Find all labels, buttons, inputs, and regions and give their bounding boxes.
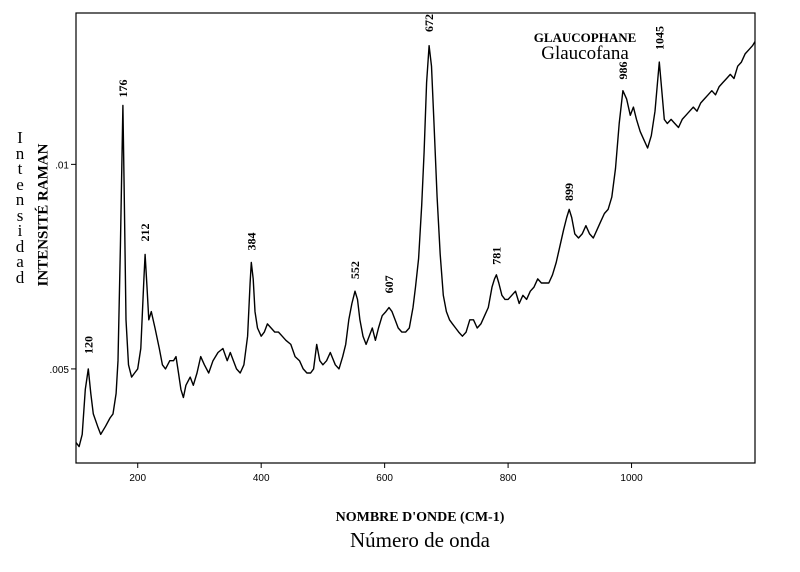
- spectrum-series: [75, 41, 756, 448]
- peak-label: 120: [81, 336, 95, 354]
- peak-labels: 120 176 212 384 552 607 672 781 899 986 1045: [81, 14, 666, 354]
- axis-ticks: 200 400 600 800 1000 .005 .01: [50, 160, 644, 484]
- plot-frame: [75, 12, 756, 464]
- y-axis-title: INTENSITÉ RAMAN: [35, 143, 52, 287]
- chart-subtitle: Glaucofana: [541, 43, 629, 64]
- y-axis-title-secondary-letter: n: [15, 143, 25, 163]
- x-axis-title-secondary: Número de onda: [350, 528, 490, 552]
- x-tick-label: 400: [253, 473, 270, 484]
- x-tick-label: 800: [500, 473, 517, 484]
- peak-label: 176: [116, 79, 130, 97]
- peak-label: 384: [244, 232, 258, 250]
- x-tick-label: 200: [129, 473, 146, 484]
- y-tick-label: .01: [55, 160, 69, 171]
- spectrum-line: [75, 41, 756, 448]
- plot-border: [75, 12, 756, 464]
- peak-label: 607: [382, 275, 396, 293]
- y-axis-title-secondary-letter: a: [16, 252, 24, 271]
- y-axis-title-secondary-letter: i: [17, 221, 23, 240]
- x-axis-title: NOMBRE D'ONDE (CM-1): [335, 510, 505, 525]
- y-axis-title-secondary-letter: d: [15, 236, 25, 256]
- peak-label: 781: [489, 247, 503, 265]
- y-axis-title-secondary-letter: n: [15, 190, 25, 209]
- chart-title: GLAUCOPHANE: [533, 30, 637, 45]
- y-tick-label: .005: [50, 365, 70, 376]
- peak-label: 1045: [652, 26, 666, 50]
- y-axis-title-secondary-letter: t: [17, 159, 23, 178]
- y-axis-title-secondary-letter: d: [15, 267, 25, 287]
- y-axis-title-secondary-letter: s: [16, 205, 24, 225]
- peak-label: 672: [422, 14, 436, 32]
- y-axis-title-secondary-letter: I: [17, 128, 23, 147]
- peak-label: 899: [562, 183, 576, 201]
- y-axis-title-secondary-letter: e: [16, 174, 24, 194]
- x-tick-label: 1000: [620, 473, 643, 484]
- x-tick-label: 600: [376, 473, 393, 484]
- peak-label: 212: [138, 223, 152, 241]
- peak-label: 986: [616, 61, 630, 79]
- peak-label: 552: [348, 261, 362, 279]
